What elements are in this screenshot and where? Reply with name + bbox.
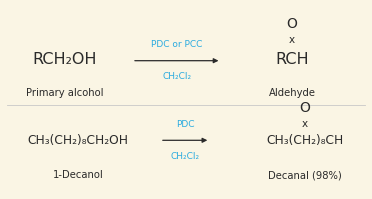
Text: CH₂Cl₂: CH₂Cl₂	[162, 72, 191, 81]
Text: CH₃(CH₂)₈CH: CH₃(CH₂)₈CH	[266, 134, 344, 147]
Text: Primary alcohol: Primary alcohol	[26, 88, 104, 98]
Text: O: O	[286, 17, 298, 31]
Text: RCH₂OH: RCH₂OH	[33, 52, 97, 67]
Text: CH₃(CH₂)₈CH₂OH: CH₃(CH₂)₈CH₂OH	[28, 134, 129, 147]
Text: RCH: RCH	[275, 52, 309, 67]
Text: PDC: PDC	[176, 120, 194, 129]
Text: CH₂Cl₂: CH₂Cl₂	[170, 152, 199, 161]
Text: O: O	[299, 101, 311, 115]
Text: x: x	[289, 35, 295, 45]
Text: PDC or PCC: PDC or PCC	[151, 40, 202, 49]
Text: x: x	[302, 119, 308, 129]
Text: Decanal (98%): Decanal (98%)	[268, 170, 342, 180]
Text: Aldehyde: Aldehyde	[269, 88, 315, 98]
Text: 1-Decanol: 1-Decanol	[53, 170, 103, 180]
